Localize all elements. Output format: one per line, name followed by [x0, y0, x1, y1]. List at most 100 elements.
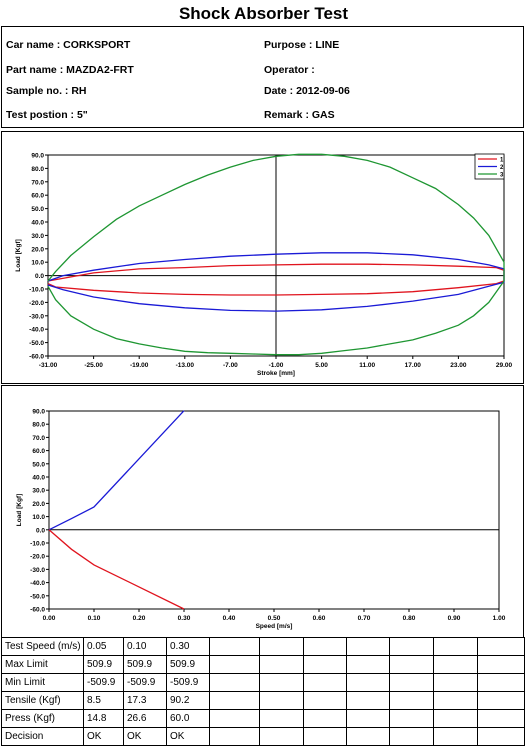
table-cell: OK	[166, 727, 210, 746]
table-cell	[433, 655, 478, 674]
y-axis-label: Load [Kgf]	[15, 239, 22, 272]
table-cell	[259, 691, 304, 710]
y-tick-label: 80.0	[32, 422, 45, 429]
y-tick-label: 90.0	[32, 409, 45, 416]
series-line-3	[47, 153, 505, 356]
test-info-panel: Car name : CORKSPORT Purpose : LINE Part…	[1, 26, 524, 128]
x-tick-label: -7.00	[223, 362, 238, 369]
x-tick-label: 5.00	[315, 362, 328, 369]
row-header-cell: Tensile (Kgf)	[1, 691, 84, 710]
y-tick-label: 10.0	[32, 514, 45, 521]
stroke-load-chart-panel: 90.0 80.0 70.0 60.0 50.0 40.0 30.0 20.0 10.0 0.0 -…	[1, 131, 524, 384]
y-tick-label: -50.0	[30, 593, 45, 600]
table-cell	[346, 727, 390, 746]
y-tick-label: 20.0	[32, 501, 45, 508]
table-cell: 509.9	[123, 655, 167, 674]
table-cell: 17.3	[123, 691, 167, 710]
y-tick-label: -40.0	[29, 327, 44, 334]
x-tick-label: 0.00	[43, 615, 56, 622]
table-cell	[433, 637, 478, 656]
table-cell	[389, 655, 434, 674]
table-cell	[389, 637, 434, 656]
table-cell: 509.9	[83, 655, 124, 674]
table-cell: -509.9	[83, 673, 124, 692]
table-cell	[259, 709, 304, 728]
row-header-cell: Decision	[1, 727, 84, 746]
y-tick-label: -20.0	[29, 300, 44, 307]
table-cell: OK	[123, 727, 167, 746]
remark: Remark : GAS	[264, 109, 335, 121]
table-row: Decision OK OK OK	[1, 727, 525, 746]
y-tick-label: 30.0	[32, 488, 45, 495]
table-row: Min Limit -509.9 -509.9 -509.9	[1, 673, 525, 692]
car-name: Car name : CORKSPORT	[6, 39, 131, 51]
test-position: Test postion : 5"	[6, 109, 88, 121]
speed-load-chart: 90.0 80.0 70.0 60.0 50.0 40.0 30.0 20.0 10.0 0.0 -…	[16, 409, 506, 631]
x-tick-label: 0.90	[448, 615, 461, 622]
table-cell	[346, 637, 390, 656]
x-axis-label: Speed [m/s]	[256, 623, 293, 630]
results-table: Test Speed (m/s) 0.05 0.10 0.30 Max Limit 509…	[1, 637, 525, 746]
table-cell: 26.6	[123, 709, 167, 728]
y-tick-label: 20.0	[31, 246, 44, 253]
table-row: Tensile (Kgf) 8.5 17.3 90.2	[1, 691, 525, 710]
x-tick-label: 0.60	[313, 615, 326, 622]
table-cell: 0.10	[123, 637, 167, 656]
y-tick-label: 50.0	[31, 206, 44, 213]
table-cell	[303, 655, 347, 674]
table-cell	[477, 673, 525, 692]
table-cell	[303, 691, 347, 710]
row-header-cell: Max Limit	[1, 655, 84, 674]
table-cell	[259, 673, 304, 692]
table-cell	[477, 691, 525, 710]
table-cell	[209, 673, 260, 692]
table-row: Test Speed (m/s) 0.05 0.10 0.30	[1, 637, 525, 656]
table-cell	[209, 655, 260, 674]
x-tick-label: 0.50	[268, 615, 281, 622]
x-axis-label: Stroke [mm]	[257, 370, 295, 377]
table-cell: 0.30	[166, 637, 210, 656]
table-cell	[477, 709, 525, 728]
table-cell: -509.9	[166, 673, 210, 692]
x-tick-label: 0.20	[133, 615, 146, 622]
table-cell	[389, 673, 434, 692]
table-cell: 8.5	[83, 691, 124, 710]
x-tick-label: 0.10	[88, 615, 101, 622]
x-tick-label: 0.30	[178, 615, 191, 622]
series-line-1	[48, 410, 185, 531]
plot-area-frame	[48, 410, 500, 610]
x-tick-label: 11.00	[359, 362, 375, 369]
y-axis-label: Load [Kgf]	[16, 494, 23, 527]
table-cell	[433, 727, 478, 746]
x-tick-label: -1.00	[269, 362, 284, 369]
table-cell: OK	[83, 727, 124, 746]
y-tick-label: 60.0	[31, 193, 44, 200]
table-row: Max Limit 509.9 509.9 509.9	[1, 655, 525, 674]
row-header-cell: Min Limit	[1, 673, 84, 692]
table-cell	[433, 691, 478, 710]
legend-label-3: 3	[500, 173, 504, 179]
table-cell	[477, 727, 525, 746]
y-tick-label: 60.0	[32, 448, 45, 455]
table-cell	[259, 655, 304, 674]
table-cell: 60.0	[166, 709, 210, 728]
x-tick-label: 0.80	[403, 615, 416, 622]
table-cell	[346, 655, 390, 674]
part-name: Part name : MAZDA2-FRT	[6, 64, 134, 76]
table-cell	[259, 727, 304, 746]
table-cell	[433, 673, 478, 692]
y-tick-label: 0.0	[36, 527, 45, 534]
x-tick-label: 23.00	[450, 362, 467, 369]
x-tick-label: 1.00	[493, 615, 506, 622]
series-line-2	[48, 529, 185, 610]
table-cell	[209, 727, 260, 746]
y-tick-label: 30.0	[31, 233, 44, 240]
x-tick-label: -13.00	[176, 362, 195, 369]
x-tick-label: 17.00	[405, 362, 422, 369]
table-cell	[209, 691, 260, 710]
y-tick-label: -50.0	[29, 340, 44, 347]
y-tick-label: -10.0	[30, 541, 45, 548]
table-cell	[389, 709, 434, 728]
row-header-cell: Press (Kgf)	[1, 709, 84, 728]
x-tick-label: -19.00	[130, 362, 149, 369]
